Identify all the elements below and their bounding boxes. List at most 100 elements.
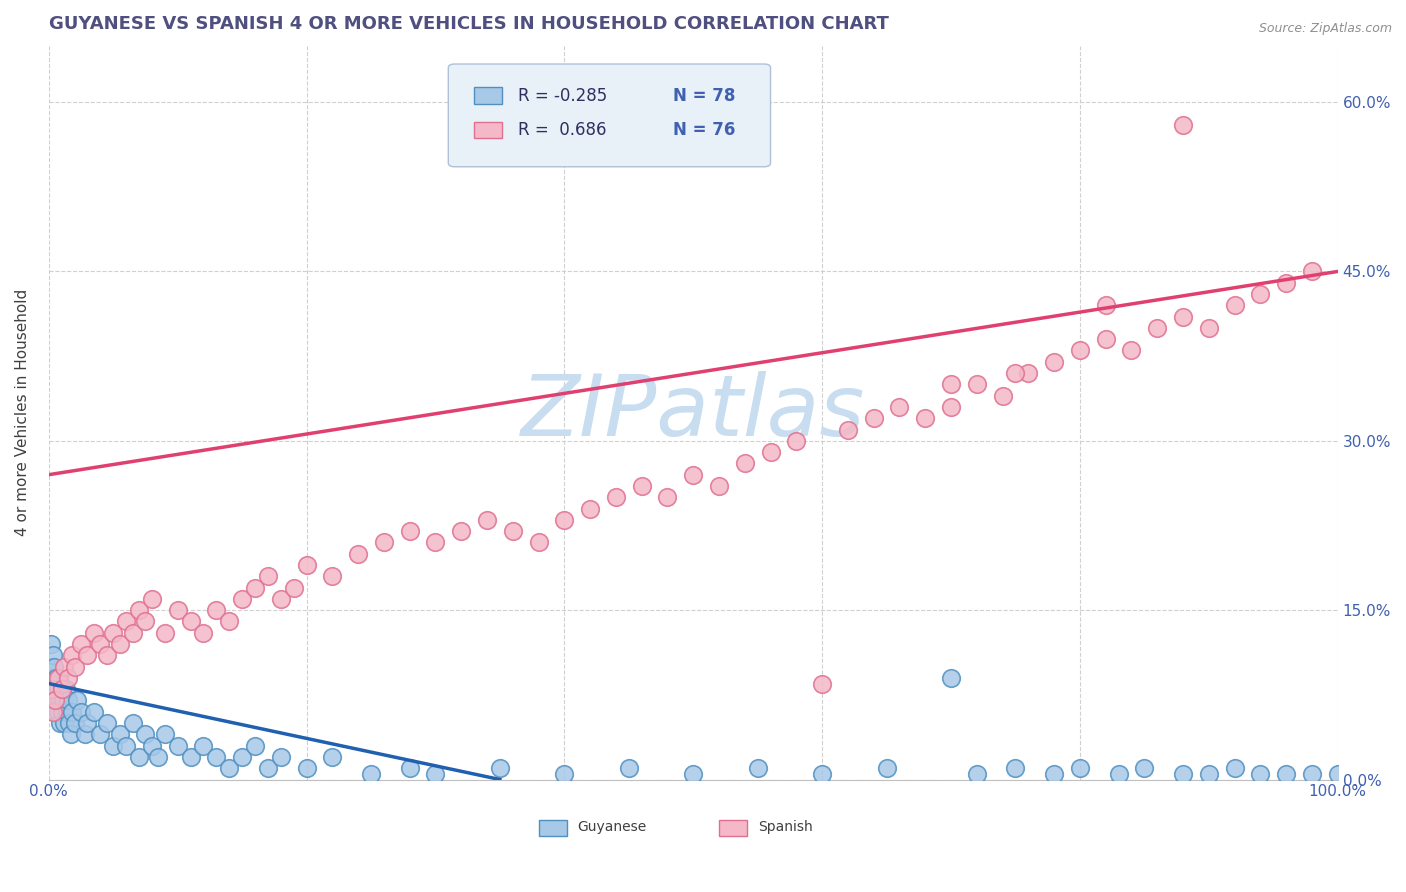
Point (1094, 332, 1116, 346)
FancyBboxPatch shape (449, 64, 770, 167)
Point (811, 767, 834, 781)
Point (785, 434, 807, 448)
Point (63, 659, 86, 673)
Point (42, 693, 65, 707)
FancyBboxPatch shape (474, 87, 502, 103)
Point (398, 761, 420, 775)
Text: Source: ZipAtlas.com: Source: ZipAtlas.com (1258, 22, 1392, 36)
Point (1043, 355, 1066, 369)
Text: Spanish: Spanish (758, 821, 813, 834)
Point (450, 524, 472, 538)
Point (148, 750, 170, 764)
Point (56, 671, 79, 685)
Point (1171, 310, 1194, 324)
Point (41, 682, 63, 697)
Point (347, 547, 370, 561)
Point (89, 637, 111, 651)
Point (166, 603, 188, 617)
Point (707, 479, 730, 493)
Point (270, 750, 292, 764)
Point (45, 693, 67, 707)
Point (295, 558, 318, 572)
Point (1275, 767, 1298, 781)
Point (39, 659, 62, 673)
Point (56, 705, 79, 719)
Point (747, 761, 769, 775)
Point (134, 615, 156, 629)
Point (76, 648, 98, 663)
Point (243, 581, 266, 595)
Point (425, 767, 447, 781)
Point (115, 739, 138, 753)
Point (49, 716, 72, 731)
Point (475, 513, 498, 527)
Point (83, 705, 105, 719)
Text: R = -0.285: R = -0.285 (517, 87, 607, 104)
Point (58, 716, 80, 731)
Point (231, 750, 253, 764)
Point (811, 676, 834, 690)
Point (55, 682, 77, 697)
Point (630, 479, 652, 493)
Text: Guyanese: Guyanese (578, 821, 647, 834)
Point (1043, 767, 1066, 781)
Point (862, 411, 884, 425)
Point (41, 637, 63, 651)
Point (51, 682, 73, 697)
Point (108, 637, 131, 651)
Point (76, 716, 98, 731)
Point (166, 739, 188, 753)
Point (51, 682, 73, 697)
Point (1133, 761, 1156, 775)
Point (108, 727, 131, 741)
Point (1017, 366, 1039, 380)
Point (553, 513, 575, 527)
Text: N = 78: N = 78 (672, 87, 735, 104)
Point (876, 761, 898, 775)
Point (48, 671, 70, 685)
Point (991, 389, 1014, 403)
Point (1198, 321, 1220, 335)
Point (193, 739, 215, 753)
Point (141, 591, 163, 606)
Point (1198, 767, 1220, 781)
Point (1249, 287, 1271, 301)
Point (44, 705, 66, 719)
Point (1301, 264, 1323, 278)
Point (46, 671, 69, 685)
Point (83, 625, 105, 640)
Point (914, 411, 936, 425)
Point (63, 716, 86, 731)
Point (257, 569, 280, 583)
Point (1004, 366, 1026, 380)
Point (59, 727, 82, 741)
Point (553, 767, 575, 781)
Point (1171, 767, 1194, 781)
Point (231, 591, 253, 606)
Point (243, 739, 266, 753)
Point (939, 671, 962, 685)
Point (205, 750, 228, 764)
Point (193, 625, 215, 640)
Point (1223, 761, 1246, 775)
Point (579, 501, 602, 516)
Point (939, 400, 962, 414)
Point (141, 739, 163, 753)
Point (128, 750, 150, 764)
Point (889, 400, 911, 414)
Point (270, 591, 292, 606)
Point (103, 625, 125, 640)
Point (425, 535, 447, 549)
Point (1275, 276, 1298, 290)
Text: ZIPatlas: ZIPatlas (522, 371, 865, 454)
FancyBboxPatch shape (718, 820, 748, 836)
Point (837, 423, 859, 437)
Point (1326, 767, 1348, 781)
Point (527, 535, 550, 549)
FancyBboxPatch shape (538, 820, 567, 836)
Point (1069, 343, 1091, 358)
Point (41, 705, 63, 719)
Point (153, 727, 176, 741)
Text: R =  0.686: R = 0.686 (517, 121, 606, 139)
Point (96, 648, 118, 663)
